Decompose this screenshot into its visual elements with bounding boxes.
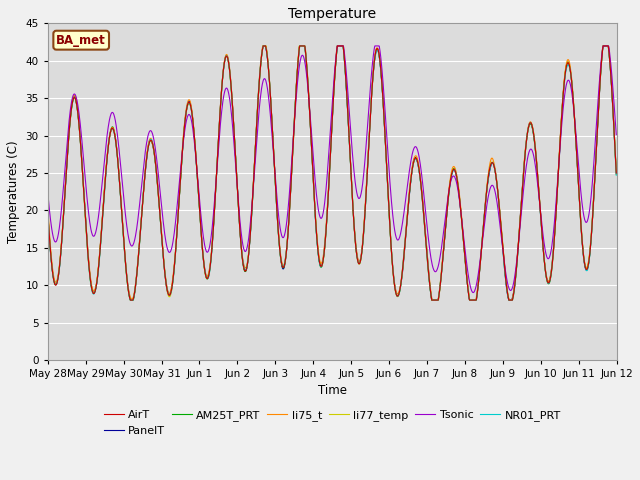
AM25T_PRT: [495, 204, 503, 210]
li77_temp: [44, 209, 52, 215]
NR01_PRT: [127, 297, 134, 303]
NR01_PRT: [612, 172, 620, 178]
Tsonic: [44, 190, 52, 196]
Tsonic: [333, 43, 341, 49]
AirT: [171, 261, 179, 266]
NR01_PRT: [495, 204, 503, 210]
AirT: [612, 170, 620, 176]
li77_temp: [546, 278, 554, 284]
AirT: [260, 43, 268, 49]
NR01_PRT: [234, 201, 242, 206]
Line: Tsonic: Tsonic: [48, 46, 616, 293]
NR01_PRT: [421, 229, 429, 235]
Line: AM25T_PRT: AM25T_PRT: [48, 46, 616, 300]
AM25T_PRT: [44, 212, 52, 218]
li77_temp: [612, 172, 620, 178]
NR01_PRT: [260, 43, 268, 49]
Tsonic: [469, 290, 477, 296]
li75_t: [234, 192, 242, 198]
li75_t: [44, 204, 52, 210]
Text: BA_met: BA_met: [56, 34, 106, 47]
PanelT: [546, 277, 554, 283]
AM25T_PRT: [546, 280, 554, 286]
AirT: [421, 228, 429, 234]
AM25T_PRT: [259, 43, 267, 49]
li77_temp: [260, 43, 268, 49]
AM25T_PRT: [421, 229, 429, 235]
AirT: [495, 204, 503, 210]
NR01_PRT: [44, 211, 52, 216]
Tsonic: [234, 192, 242, 198]
PanelT: [234, 201, 242, 206]
Tsonic: [612, 132, 620, 138]
AM25T_PRT: [612, 169, 620, 175]
li75_t: [612, 168, 620, 174]
PanelT: [421, 227, 429, 232]
Y-axis label: Temperatures (C): Temperatures (C): [7, 140, 20, 243]
li75_t: [157, 215, 164, 220]
AirT: [234, 201, 242, 207]
AirT: [546, 279, 554, 285]
PanelT: [612, 171, 620, 177]
AirT: [44, 210, 52, 216]
AM25T_PRT: [234, 200, 242, 206]
Line: AirT: AirT: [48, 46, 616, 300]
X-axis label: Time: Time: [317, 384, 347, 397]
PanelT: [260, 43, 268, 49]
Line: PanelT: PanelT: [48, 46, 616, 300]
li77_temp: [234, 200, 242, 206]
Line: li77_temp: li77_temp: [48, 46, 616, 300]
li75_t: [495, 203, 503, 208]
li75_t: [259, 43, 267, 49]
PanelT: [495, 205, 503, 211]
Title: Temperature: Temperature: [288, 7, 376, 21]
Line: li75_t: li75_t: [48, 46, 616, 300]
Tsonic: [495, 217, 503, 223]
Tsonic: [170, 230, 178, 236]
li77_temp: [171, 261, 179, 267]
Tsonic: [157, 192, 164, 197]
AM25T_PRT: [157, 222, 164, 228]
NR01_PRT: [157, 223, 164, 229]
li77_temp: [495, 205, 503, 211]
PanelT: [171, 261, 179, 266]
Tsonic: [421, 200, 429, 205]
Tsonic: [546, 254, 554, 260]
Legend: AirT, PanelT, AM25T_PRT, li75_t, li77_temp, Tsonic, NR01_PRT: AirT, PanelT, AM25T_PRT, li75_t, li77_te…: [99, 406, 565, 440]
li75_t: [546, 277, 554, 283]
PanelT: [44, 211, 52, 216]
li77_temp: [127, 297, 134, 303]
NR01_PRT: [546, 279, 554, 285]
li75_t: [428, 297, 436, 303]
li75_t: [421, 221, 429, 227]
PanelT: [127, 297, 134, 303]
AM25T_PRT: [127, 297, 134, 303]
AirT: [157, 223, 164, 228]
AM25T_PRT: [171, 261, 179, 266]
li75_t: [170, 263, 178, 268]
PanelT: [157, 223, 164, 228]
Line: NR01_PRT: NR01_PRT: [48, 46, 616, 300]
AirT: [127, 297, 134, 303]
NR01_PRT: [171, 262, 179, 267]
li77_temp: [421, 229, 429, 235]
li77_temp: [157, 223, 164, 229]
